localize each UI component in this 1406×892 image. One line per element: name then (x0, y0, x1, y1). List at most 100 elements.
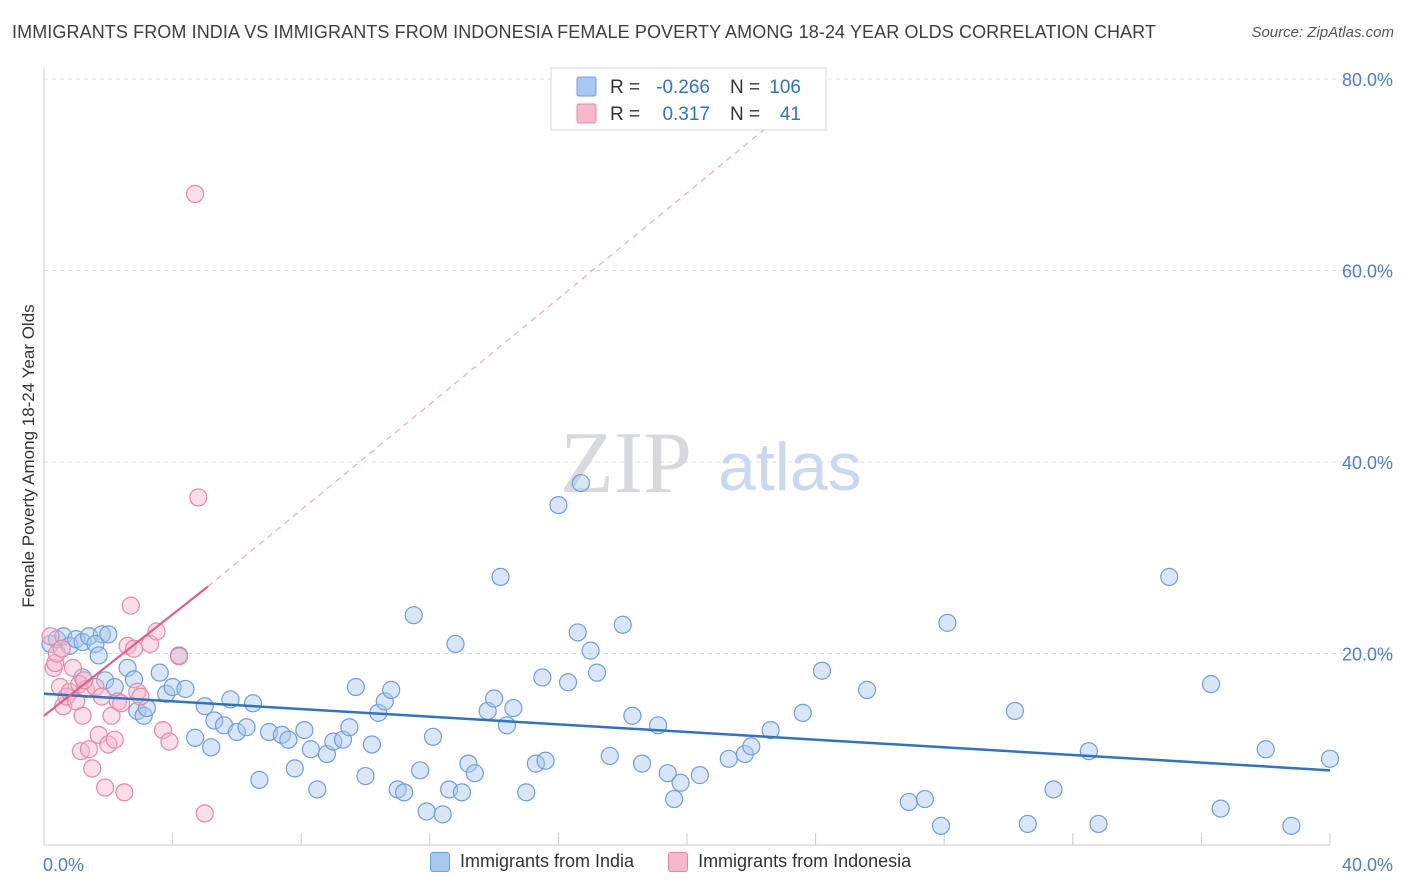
indonesia-point (79, 740, 99, 759)
indonesia-trend-extension (207, 126, 768, 587)
india-point (632, 754, 652, 773)
indonesia-trend-line (43, 585, 209, 717)
india-point (1211, 799, 1230, 818)
india-point (227, 722, 246, 742)
india-point (571, 473, 591, 493)
india-point (857, 680, 877, 699)
y-tick-label: 60.0% (1342, 262, 1393, 282)
stats-indonesia-swatch (576, 103, 597, 124)
india-point (497, 716, 517, 735)
india-point (504, 698, 523, 718)
india-point (362, 735, 382, 754)
indonesia-point (86, 677, 105, 697)
india-point (491, 567, 510, 587)
india-point (86, 634, 105, 654)
india-point (346, 677, 365, 697)
x-tick-label-max: 40.0% (1342, 855, 1393, 875)
grid-lines (44, 78, 1393, 654)
watermark-atlas: atlas (718, 429, 862, 505)
india-point (931, 816, 951, 835)
india-point (382, 680, 401, 699)
source-label: Source: ZipAtlas.com (1251, 24, 1394, 41)
india-point (1005, 701, 1025, 721)
india-point (517, 783, 536, 802)
india-point (485, 689, 504, 708)
legend-indonesia-swatch (668, 851, 689, 872)
stats-india-r-label: R = (610, 77, 640, 98)
india-point (533, 668, 552, 687)
india-point (665, 789, 684, 809)
india-point (340, 718, 359, 737)
indonesia-point (83, 759, 102, 778)
chart-title: IMMIGRANTS FROM INDIA VS IMMIGRANTS FROM… (12, 22, 1157, 42)
india-point (202, 738, 221, 757)
y-tick-label: 80.0% (1342, 70, 1393, 90)
indonesia-point (41, 627, 60, 646)
india-point (89, 646, 108, 665)
indonesia-point (115, 783, 134, 802)
stats-india-n-value: 106 (769, 77, 801, 98)
india-point (1089, 814, 1108, 834)
stats-indonesia-r-label: R = (610, 104, 640, 125)
india-point (285, 759, 304, 778)
india-point (308, 780, 327, 799)
series-india-points (41, 473, 1340, 835)
india-point (899, 792, 918, 812)
legend-item-indonesia[interactable]: Immigrants from Indonesia (668, 851, 911, 872)
trend-lines (43, 126, 1331, 772)
legend-india-swatch (430, 851, 450, 872)
india-point (375, 692, 394, 711)
india-point (99, 625, 118, 644)
india-point (600, 746, 619, 766)
india-point (301, 740, 320, 759)
india-point (1018, 814, 1037, 834)
india-point (446, 634, 465, 654)
india-point (295, 720, 314, 740)
india-point (690, 766, 709, 785)
legend-india-label: Immigrants from India (460, 851, 635, 871)
india-point (536, 751, 555, 770)
indonesia-point (169, 647, 189, 666)
india-point (793, 703, 812, 722)
indonesia-point (195, 804, 214, 823)
indonesia-point (147, 622, 166, 641)
india-point (1201, 675, 1221, 694)
indonesia-point (189, 488, 208, 507)
indonesia-point (121, 596, 140, 615)
india-point (1044, 780, 1063, 799)
india-point (452, 783, 472, 802)
stats-indonesia-n-value: 41 (780, 104, 801, 125)
indonesia-point (73, 706, 92, 725)
india-point (423, 727, 443, 746)
indonesia-point (95, 778, 115, 797)
indonesia-point (105, 730, 124, 749)
india-point (243, 694, 263, 713)
india-point (558, 673, 578, 692)
y-axis-label: Female Poverty Among 18-24 Year Olds (19, 304, 38, 607)
india-point (195, 697, 214, 716)
india-point (279, 730, 298, 749)
india-point (356, 766, 375, 786)
india-point (150, 663, 169, 682)
india-trend-line (43, 692, 1331, 772)
india-point (411, 761, 430, 780)
indonesia-point (131, 687, 150, 706)
india-point (205, 711, 224, 730)
india-point (433, 805, 452, 824)
india-point (761, 720, 780, 740)
legend-item-india[interactable]: Immigrants from India (430, 851, 634, 872)
india-point (186, 728, 205, 747)
stats-india-r-value: -0.266 (656, 77, 710, 98)
india-point (1282, 816, 1301, 835)
indonesia-point (63, 658, 83, 677)
indonesia-point (52, 639, 71, 658)
indonesia-point (186, 184, 205, 203)
india-point (549, 495, 568, 515)
india-point (671, 773, 690, 792)
indonesia-point (75, 671, 94, 690)
india-point (812, 661, 832, 680)
stats-box-frame (550, 67, 827, 131)
india-point (1320, 749, 1340, 768)
india-point (613, 615, 632, 634)
india-point (742, 737, 761, 756)
